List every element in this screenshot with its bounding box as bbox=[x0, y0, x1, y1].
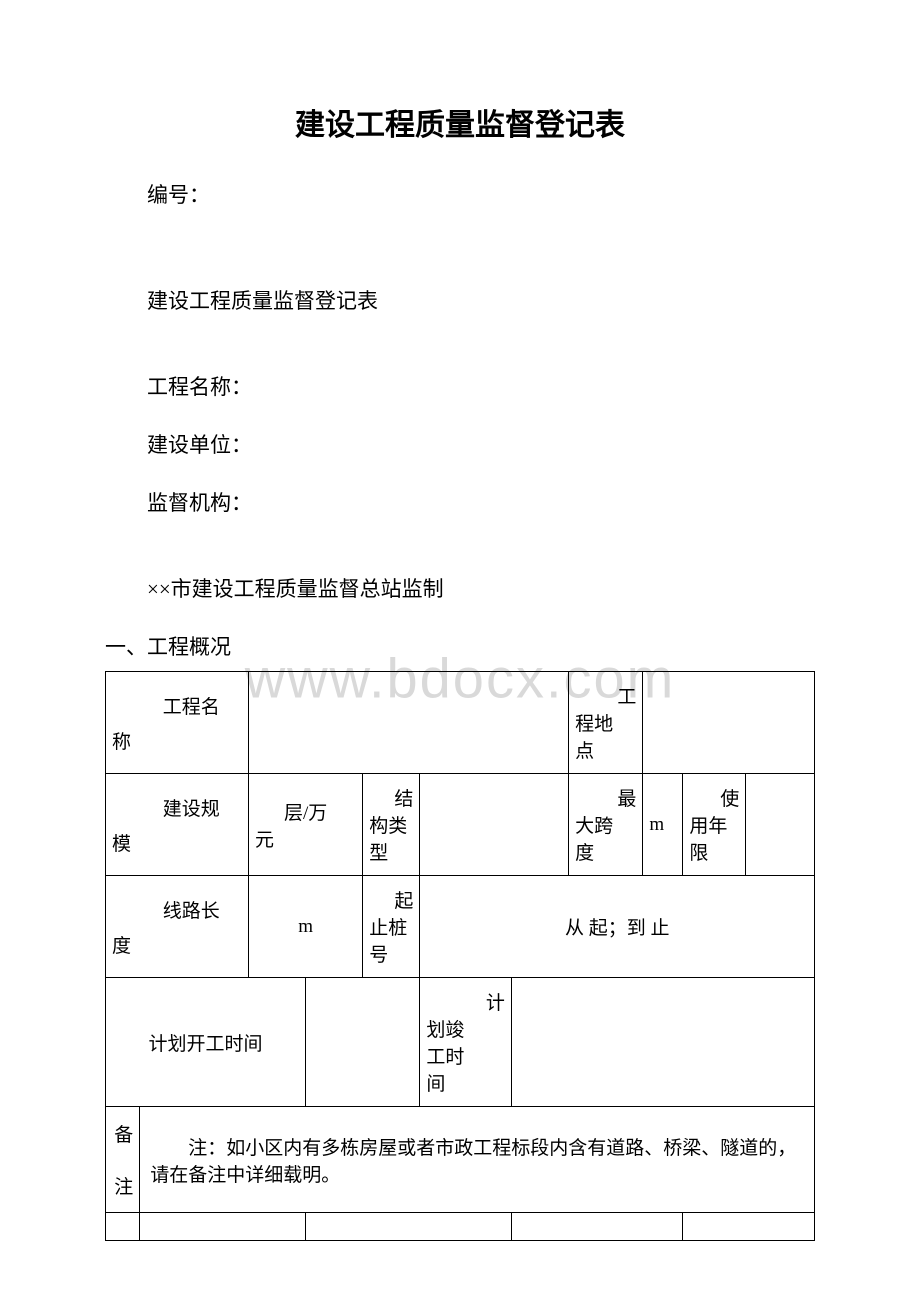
cell-start-date-value bbox=[306, 978, 420, 1107]
cell-lifespan-label: 使 用年 限 bbox=[683, 774, 746, 876]
cell-remarks-value: 注：如小区内有多栋房屋或者市政工程标段内含有道路、桥梁、隧道的，请在备注中详细载… bbox=[140, 1107, 815, 1213]
cell-empty bbox=[106, 1213, 140, 1241]
cell-lifespan-value bbox=[746, 774, 815, 876]
subtitle: 建设工程质量监督登记表 bbox=[105, 285, 815, 315]
table-row: 备 注 注：如小区内有多栋房屋或者市政工程标段内含有道路、桥梁、隧道的，请在备注… bbox=[106, 1107, 815, 1213]
cell-start-date-label: 计划开工时间 bbox=[106, 978, 306, 1107]
table-row: 工程名 称 工 程地 点 bbox=[106, 672, 815, 774]
cell-completion-date-label: 计 划竣 工时 间 bbox=[420, 978, 511, 1107]
issuer-text: ××市建设工程质量监督总站监制 bbox=[105, 573, 815, 603]
cell-completion-date-value bbox=[511, 978, 814, 1107]
cell-span-value: m bbox=[643, 774, 683, 876]
project-name-label: 工程名称： bbox=[105, 371, 815, 401]
cell-project-location-label: 工 程地 点 bbox=[569, 672, 643, 774]
cell-pile-numbers-value: 从 起；到 止 bbox=[420, 876, 815, 978]
section-1-header: 一、工程概况 bbox=[105, 631, 815, 661]
table-row: 计划开工时间 计 划竣 工时 间 bbox=[106, 978, 815, 1107]
cell-project-name-value bbox=[248, 672, 568, 774]
construction-unit-label: 建设单位： bbox=[105, 429, 815, 459]
cell-scale-value: 层/万 元 bbox=[248, 774, 362, 876]
cell-route-length-label: 线路长 度 bbox=[106, 876, 249, 978]
project-overview-table: 工程名 称 工 程地 点 建设规 模 层/万 元 结 构类 型 bbox=[105, 671, 815, 1241]
cell-span-label: 最 大跨 度 bbox=[569, 774, 643, 876]
supervision-org-label: 监督机构： bbox=[105, 487, 815, 517]
cell-project-name-label: 工程名 称 bbox=[106, 672, 249, 774]
serial-number-label: 编号： bbox=[105, 179, 815, 209]
cell-route-length-value: m bbox=[248, 876, 362, 978]
cell-project-location-value bbox=[643, 672, 815, 774]
document-title: 建设工程质量监督登记表 bbox=[105, 100, 815, 144]
cell-empty bbox=[683, 1213, 815, 1241]
cell-remarks-label: 备 注 bbox=[106, 1107, 140, 1213]
document-content: 建设工程质量监督登记表 编号： 建设工程质量监督登记表 工程名称： 建设单位： … bbox=[105, 100, 815, 1241]
table-row: 建设规 模 层/万 元 结 构类 型 最 大跨 度 m 使 用年 限 bbox=[106, 774, 815, 876]
table-row: 线路长 度 m 起 止桩 号 从 起；到 止 bbox=[106, 876, 815, 978]
table-row bbox=[106, 1213, 815, 1241]
cell-empty bbox=[306, 1213, 512, 1241]
cell-structure-label: 结 构类 型 bbox=[363, 774, 420, 876]
cell-pile-numbers-label: 起 止桩 号 bbox=[363, 876, 420, 978]
cell-empty bbox=[511, 1213, 683, 1241]
cell-empty bbox=[140, 1213, 306, 1241]
cell-scale-label: 建设规 模 bbox=[106, 774, 249, 876]
cell-structure-value bbox=[420, 774, 569, 876]
